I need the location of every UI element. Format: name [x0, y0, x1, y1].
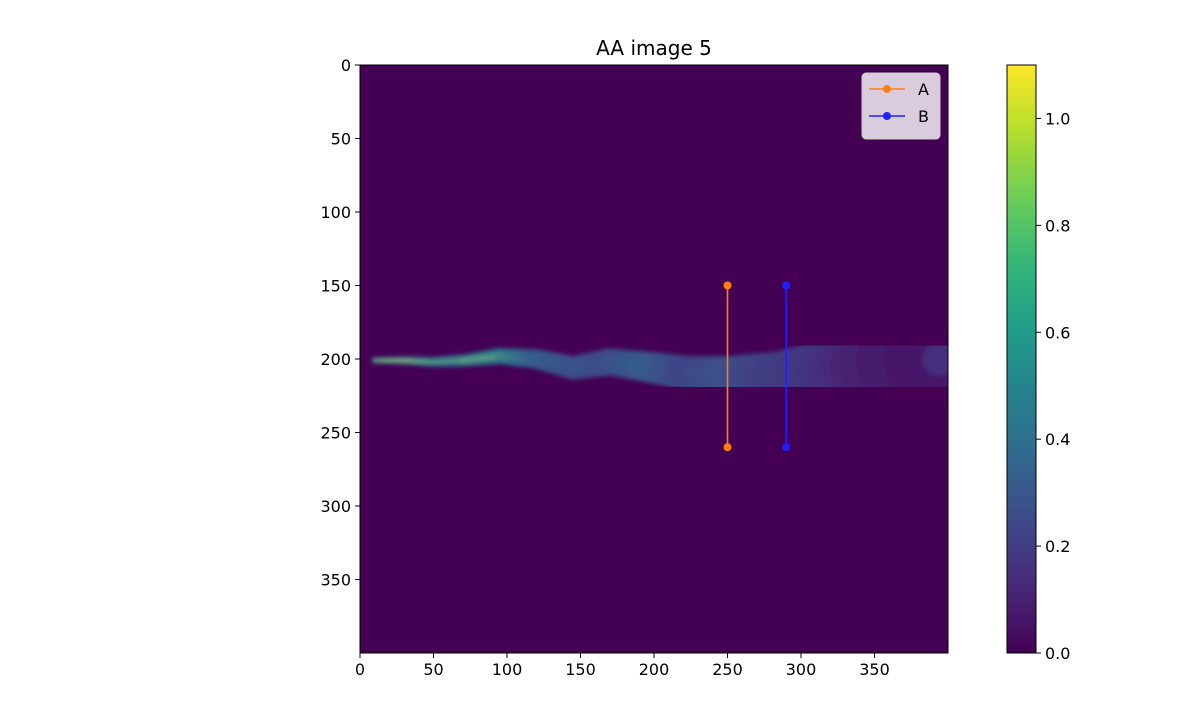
legend-label: A: [918, 80, 929, 99]
series-point: [724, 282, 732, 290]
x-tick: 300: [786, 653, 817, 679]
colorbar: 0.0 0.2 0.4 0.6 0.8 1.0: [1007, 65, 1070, 663]
y-tick: 100: [320, 203, 360, 222]
x-tick-label: 200: [639, 660, 670, 679]
x-tick-label: 100: [492, 660, 523, 679]
colorbar-tick: 0.8: [1036, 216, 1070, 235]
colorbar-tick-label: 1.0: [1045, 109, 1070, 128]
y-tick: 350: [320, 571, 360, 590]
y-tick-label: 50: [331, 130, 351, 149]
colorbar-tick: 0.4: [1036, 430, 1070, 449]
colorbar-tick-label: 0.4: [1045, 430, 1070, 449]
y-tick: 150: [320, 277, 360, 296]
y-tick-label: 350: [320, 571, 351, 590]
y-tick-label: 100: [320, 203, 351, 222]
x-axis: 0 50 100 150 200 250 300 350: [355, 653, 890, 679]
y-tick: 200: [320, 350, 360, 369]
x-tick: 200: [639, 653, 670, 679]
colorbar-gradient: [1007, 65, 1036, 653]
colorbar-tick-label: 0.0: [1045, 644, 1070, 663]
colorbar-tick-label: 0.2: [1045, 537, 1070, 556]
colorbar-tick: 1.0: [1036, 109, 1070, 128]
y-tick-label: 150: [320, 277, 351, 296]
legend-marker: [883, 85, 891, 93]
x-tick: 100: [492, 653, 523, 679]
x-tick-label: 300: [786, 660, 817, 679]
colorbar-tick-label: 0.6: [1045, 323, 1070, 342]
y-tick: 50: [331, 130, 360, 149]
legend: AB: [862, 73, 940, 139]
x-tick: 0: [355, 653, 365, 679]
x-tick: 50: [423, 653, 443, 679]
series-point: [782, 443, 790, 451]
x-tick: 250: [712, 653, 743, 679]
y-tick-label: 250: [320, 424, 351, 443]
legend-label: B: [918, 107, 929, 126]
colorbar-tick: 0.2: [1036, 537, 1070, 556]
y-tick: 0: [341, 56, 360, 75]
y-tick-label: 200: [320, 350, 351, 369]
y-axis: 0 50 100 150 200 250 300 350: [320, 56, 360, 590]
x-tick: 150: [565, 653, 596, 679]
colorbar-tick-label: 0.8: [1045, 216, 1070, 235]
legend-marker: [883, 112, 891, 120]
y-tick-label: 300: [320, 497, 351, 516]
x-tick-label: 250: [712, 660, 743, 679]
plot-area: [360, 65, 948, 653]
y-tick: 250: [320, 424, 360, 443]
x-tick: 350: [859, 653, 890, 679]
y-tick: 300: [320, 497, 360, 516]
x-tick-label: 150: [565, 660, 596, 679]
y-tick-label: 0: [341, 56, 351, 75]
x-tick-label: 350: [859, 660, 890, 679]
x-tick-label: 50: [423, 660, 443, 679]
colorbar-tick: 0.0: [1036, 644, 1070, 663]
chart-title: AA image 5: [596, 36, 712, 60]
series-point: [724, 443, 732, 451]
series-point: [782, 282, 790, 290]
x-tick-label: 0: [355, 660, 365, 679]
colorbar-tick: 0.6: [1036, 323, 1070, 342]
